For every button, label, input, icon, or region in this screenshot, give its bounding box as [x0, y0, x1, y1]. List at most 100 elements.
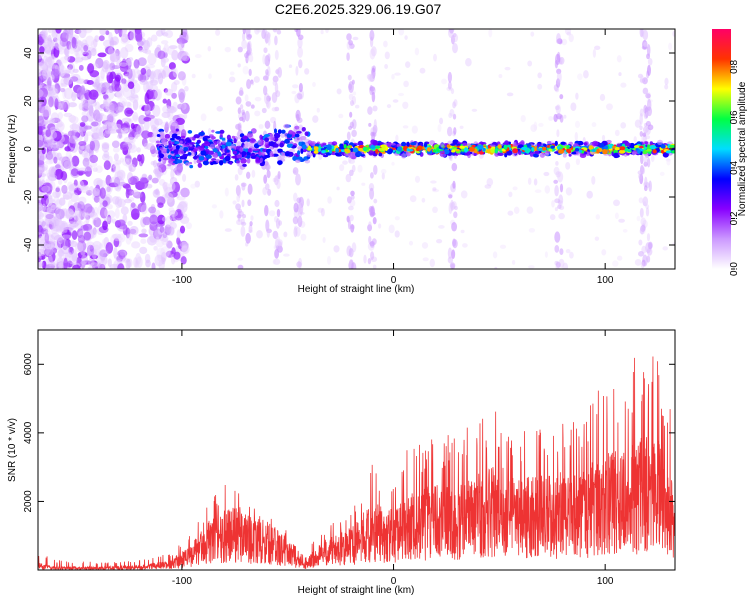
heatmap-cell	[236, 214, 242, 219]
bottom-plot-frame	[37, 329, 676, 571]
heatmap-cell	[512, 186, 518, 191]
heatmap-cell	[436, 239, 443, 244]
heatmap-cell	[348, 248, 354, 258]
heatmap-cell	[71, 264, 81, 269]
heatmap-cell	[297, 215, 303, 228]
heatmap-cell	[383, 40, 388, 48]
heatmap-cell	[91, 212, 99, 221]
heatmap-cell	[277, 160, 283, 165]
heatmap-cell	[139, 177, 149, 189]
heatmap-cell	[451, 149, 456, 153]
heatmap-cell	[263, 85, 268, 96]
heatmap-cell	[554, 207, 558, 212]
heatmap-cell	[168, 181, 176, 191]
heatmap-cell	[93, 109, 101, 122]
heatmap-cell	[265, 96, 270, 108]
heatmap-cell	[167, 196, 175, 208]
heatmap-cell	[453, 127, 457, 135]
heatmap-cell	[229, 71, 235, 76]
heatmap-cell	[193, 158, 197, 165]
heatmap-cell	[371, 91, 376, 103]
heatmap-cell	[268, 210, 276, 217]
heatmap-cell	[613, 199, 620, 207]
heatmap-cell	[334, 152, 340, 156]
colorbar-tick-label: 0.4	[729, 161, 740, 175]
heatmap-cell	[83, 185, 89, 191]
heatmap-cell	[507, 210, 514, 216]
heatmap-cell	[93, 195, 100, 203]
heatmap-cell	[169, 226, 175, 236]
heatmap-cell	[73, 179, 78, 187]
heatmap-cell	[190, 183, 197, 189]
heatmap-cell	[553, 179, 559, 184]
heatmap-cell	[123, 101, 132, 107]
heatmap-cell	[241, 199, 245, 208]
heatmap-cell	[293, 192, 298, 202]
heatmap-cell	[297, 150, 301, 156]
heatmap-cell	[180, 102, 190, 115]
heatmap-cell	[604, 145, 609, 150]
heatmap-cell	[84, 131, 94, 136]
heatmap-cell	[76, 170, 86, 175]
heatmap-cell	[128, 57, 134, 62]
heatmap-cell	[155, 140, 161, 144]
heatmap-cell	[448, 202, 453, 215]
heatmap-cell	[164, 133, 171, 139]
heatmap-cell	[58, 246, 63, 259]
heatmap-cell	[277, 148, 283, 153]
heatmap-cell	[106, 214, 112, 225]
heatmap-cell	[166, 105, 177, 114]
heatmap-cell	[70, 168, 79, 177]
heatmap-cell	[294, 133, 300, 138]
heatmap-cell	[120, 47, 129, 59]
heatmap-cell	[494, 266, 498, 269]
heatmap-cell	[373, 198, 378, 204]
heatmap-cell	[113, 237, 120, 248]
heatmap-cell	[275, 245, 280, 251]
heatmap-cell	[543, 171, 550, 177]
heatmap-cell	[114, 207, 120, 219]
bottom-x-tick-label: -100	[172, 576, 192, 587]
heatmap-cell	[38, 185, 49, 193]
heatmap-cell	[348, 125, 353, 131]
heatmap-cell	[464, 152, 471, 156]
heatmap-cell	[436, 147, 440, 152]
heatmap-cell	[68, 114, 77, 123]
heatmap-cell	[494, 148, 499, 154]
heatmap-cell	[335, 147, 339, 153]
heatmap-cell	[619, 146, 626, 151]
heatmap-cell	[110, 53, 119, 61]
heatmap-cell	[639, 29, 644, 38]
heatmap-cell	[452, 33, 459, 43]
colorbar-tick-label: 0.2	[729, 211, 740, 225]
heatmap-cell	[267, 32, 271, 39]
heatmap-cell	[138, 114, 146, 125]
heatmap-cell	[177, 50, 188, 61]
heatmap-cell	[219, 210, 224, 219]
heatmap-cell	[45, 227, 51, 232]
heatmap-cell	[533, 121, 538, 131]
heatmap-cell	[642, 29, 649, 41]
heatmap-cell	[71, 36, 77, 49]
heatmap-cell	[612, 260, 619, 267]
heatmap-cell	[103, 130, 111, 138]
heatmap-cell	[665, 150, 671, 154]
heatmap-cell	[129, 92, 139, 103]
heatmap-cell	[421, 197, 426, 203]
heatmap-cell	[350, 223, 355, 233]
heatmap-cell	[63, 227, 68, 233]
heatmap-cell	[61, 234, 72, 239]
heatmap-cell	[288, 129, 293, 135]
heatmap-cell	[58, 263, 63, 269]
heatmap-cell	[601, 249, 607, 256]
heatmap-cell	[556, 33, 561, 44]
heatmap-cell	[78, 141, 87, 147]
heatmap-cell	[136, 147, 141, 153]
heatmap-cell	[544, 251, 548, 258]
heatmap-cell	[546, 140, 552, 145]
heatmap-cell	[306, 198, 310, 207]
heatmap-cell	[564, 29, 572, 35]
heatmap-cell	[168, 143, 173, 149]
heatmap-cell	[232, 200, 237, 205]
heatmap-cell	[450, 34, 456, 45]
